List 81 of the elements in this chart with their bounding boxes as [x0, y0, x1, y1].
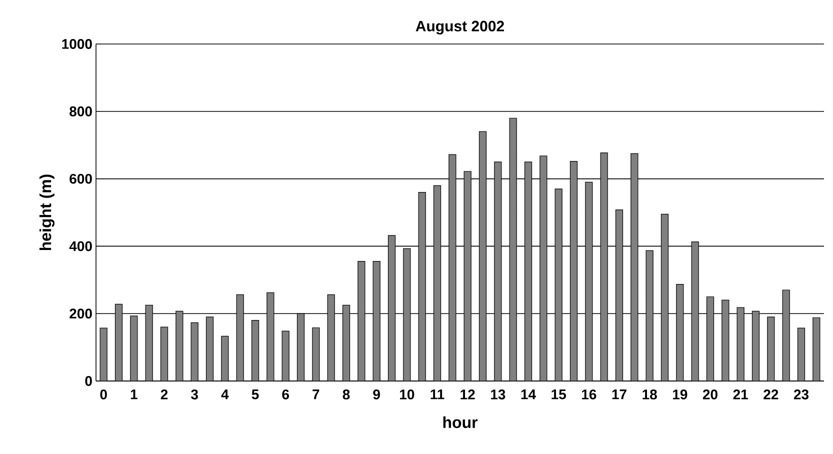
x-tick-label: 15: [552, 390, 566, 400]
y-tick-label: 600: [70, 174, 92, 184]
bar: [190, 322, 198, 381]
bar: [464, 171, 472, 381]
bar: [372, 261, 380, 381]
x-tick-label: 20: [702, 390, 718, 400]
bar: [752, 310, 760, 381]
bar: [327, 294, 335, 381]
x-tick-label: 16: [582, 390, 596, 400]
bar: [296, 313, 305, 381]
bar: [388, 235, 396, 381]
x-tick-label: 2: [160, 390, 168, 400]
x-tick-label: 7: [312, 390, 320, 400]
x-tick-label: 18: [642, 390, 657, 400]
x-tick-label: 23: [794, 390, 809, 400]
bar: [812, 317, 820, 381]
y-tick-label: 200: [70, 308, 92, 319]
bar: [676, 284, 684, 381]
bar: [509, 118, 517, 381]
x-tick-label: 5: [252, 390, 259, 400]
bar: [100, 328, 108, 381]
bar: [570, 160, 578, 381]
bar: [342, 304, 350, 381]
y-axis-title: height (m): [39, 174, 54, 250]
x-tick-label: 22: [764, 390, 778, 400]
bar: [236, 294, 244, 381]
x-tick-label: 3: [191, 390, 198, 400]
bar: [478, 131, 487, 381]
y-tick-label: 1000: [62, 39, 92, 49]
bar: [554, 188, 562, 381]
bar: [494, 162, 502, 381]
bar: [691, 242, 699, 381]
y-tick-label: 800: [70, 106, 92, 116]
bar: [145, 304, 153, 381]
x-tick-label: 4: [221, 390, 229, 400]
x-tick-label: 19: [673, 390, 688, 400]
bar: [312, 327, 320, 381]
bar: [660, 214, 669, 381]
x-tick-label: 14: [521, 390, 536, 400]
x-tick-label: 11: [430, 390, 444, 400]
bar: [358, 261, 366, 381]
bar: [418, 192, 426, 381]
x-tick-label: 17: [612, 390, 626, 400]
bar: [160, 326, 168, 381]
bar: [630, 153, 638, 381]
chart-title: August 2002: [416, 20, 504, 34]
x-tick-label: 0: [100, 390, 107, 400]
bar: [176, 310, 184, 381]
bar: [767, 316, 775, 381]
bar: [646, 250, 654, 381]
bar: [448, 154, 456, 381]
bar: [251, 320, 260, 381]
bar: [585, 182, 593, 381]
y-tick-label: 0: [85, 376, 92, 386]
bar: [540, 156, 548, 381]
x-tick-label: 21: [733, 390, 748, 400]
bar: [114, 304, 123, 381]
x-tick-label: 12: [460, 390, 475, 400]
bar: [797, 328, 806, 381]
bar: [600, 152, 608, 381]
x-tick-label: 13: [491, 390, 506, 400]
bar: [266, 292, 274, 381]
bar: [221, 336, 229, 381]
bar: [615, 209, 624, 381]
x-tick-label: 1: [130, 390, 138, 400]
bar: [130, 316, 138, 381]
bar: [736, 307, 744, 381]
bar: [524, 162, 532, 381]
y-tick-label: 400: [69, 241, 92, 252]
bar: [782, 290, 790, 381]
bar: [282, 330, 290, 381]
bar: [206, 316, 214, 381]
x-tick-label: 10: [400, 390, 414, 400]
x-tick-label: 9: [373, 390, 380, 400]
bar: [433, 185, 442, 381]
bar: [403, 248, 411, 381]
x-tick-label: 6: [282, 390, 289, 400]
bar: [706, 296, 714, 381]
x-tick-label: 8: [342, 390, 350, 400]
x-axis-title: hour: [443, 416, 478, 428]
bar: [722, 300, 730, 381]
